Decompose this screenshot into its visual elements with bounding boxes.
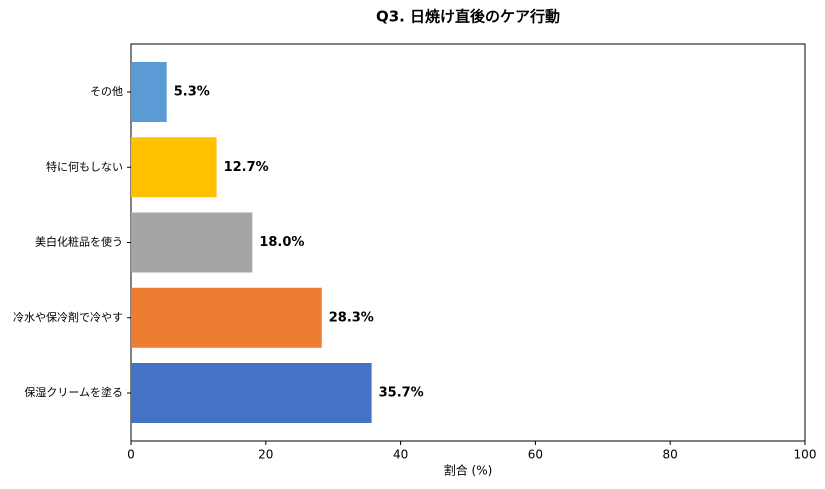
x-tick-label: 0 [127, 448, 135, 462]
x-axis-label: 割合 (%) [444, 463, 493, 478]
x-tick-label: 20 [258, 448, 273, 462]
y-tick-label: その他 [90, 85, 123, 98]
value-label: 28.3% [329, 310, 374, 325]
x-tick-label: 60 [528, 448, 543, 462]
bar [131, 137, 217, 198]
value-label: 18.0% [259, 235, 304, 250]
value-label: 5.3% [174, 85, 210, 100]
x-tick-label: 40 [393, 448, 408, 462]
y-tick-label: 冷水や保冷剤で冷やす [13, 310, 123, 324]
chart-title: Q3. 日焼け直後のケア行動 [376, 8, 560, 26]
bar [131, 363, 372, 423]
value-label: 35.7% [379, 386, 424, 401]
bar [131, 62, 167, 122]
y-tick-label: 特に何もしない [46, 159, 123, 173]
x-tick-label: 100 [794, 448, 817, 462]
y-tick-label: 美白化粧品を使う [35, 235, 123, 249]
bar [131, 212, 253, 273]
bar [131, 287, 322, 348]
y-tick-label: 保湿クリームを塗る [24, 385, 123, 399]
x-tick-label: 80 [663, 448, 678, 462]
value-label: 12.7% [224, 160, 269, 175]
